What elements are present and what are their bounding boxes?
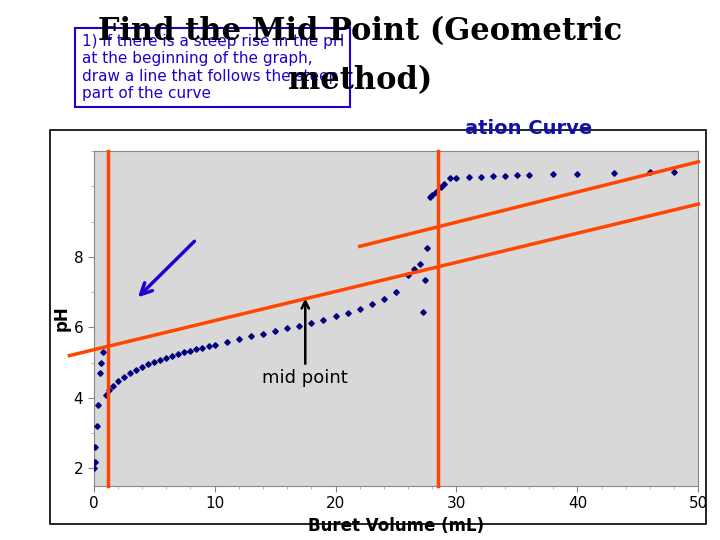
Y-axis label: pH: pH	[53, 306, 71, 332]
X-axis label: Buret Volume (mL): Buret Volume (mL)	[308, 517, 484, 535]
Text: 1) if there is a steep rise in the pH
at the beginning of the graph,
draw a line: 1) if there is a steep rise in the pH at…	[81, 34, 344, 101]
Text: Find the Mid Point (Geometric: Find the Mid Point (Geometric	[98, 16, 622, 47]
Text: mid point: mid point	[262, 301, 348, 387]
Text: ation Curve: ation Curve	[465, 119, 593, 138]
Text: method): method)	[288, 65, 432, 96]
